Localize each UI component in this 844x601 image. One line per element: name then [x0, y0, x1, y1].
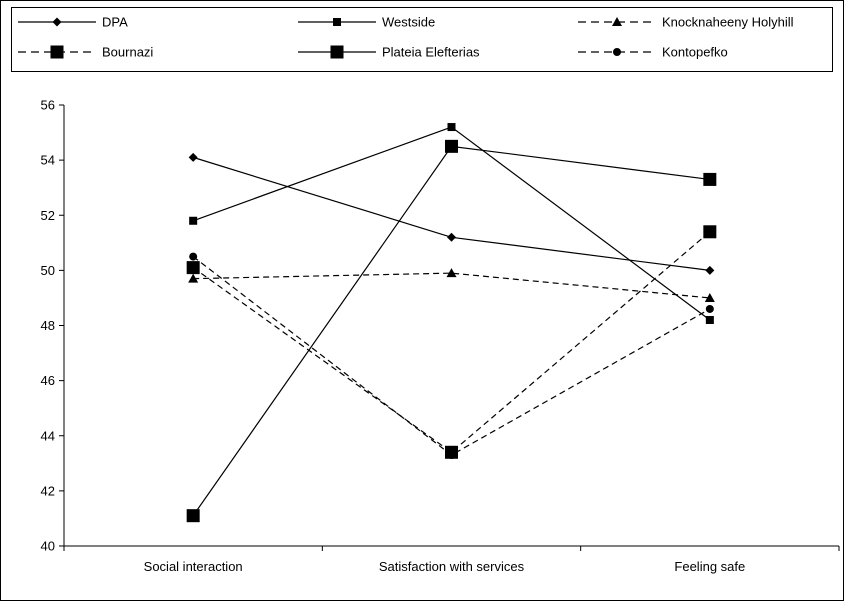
legend-label: Knocknaheeny Holyhill: [662, 15, 794, 30]
x-tick-label: Feeling safe: [674, 559, 745, 574]
series-line-bournazi: [192, 231, 711, 454]
data-point-dpa: [188, 152, 198, 162]
legend-marker: [52, 17, 62, 27]
legend-item-bournazi: Bournazi: [18, 45, 153, 60]
data-point-westside: [189, 216, 198, 225]
data-point-bournazi: [703, 225, 717, 239]
series-westside: [189, 123, 714, 324]
data-point-plateia-elefterias: [703, 172, 717, 186]
legend-marker: [330, 45, 344, 59]
legend-label: Plateia Elefterias: [382, 45, 480, 60]
data-point-kontopefko: [705, 304, 714, 313]
series-knocknaheeny-holyhill: [188, 268, 715, 302]
legend-item-kontopefko: Kontopefko: [578, 45, 728, 60]
legend-box: [11, 7, 833, 72]
data-point-kontopefko: [189, 252, 198, 261]
series-kontopefko: [189, 252, 714, 460]
series-dpa: [188, 152, 715, 275]
legend-item-dpa: DPA: [18, 15, 128, 30]
data-point-plateia-elefterias: [186, 509, 200, 523]
data-point-westside: [447, 123, 456, 132]
x-tick-label: Satisfaction with services: [379, 559, 525, 574]
legend-label: Kontopefko: [662, 45, 728, 60]
data-point-westside: [705, 315, 714, 324]
legend-label: Westside: [382, 15, 435, 30]
y-tick-label: 44: [41, 428, 55, 443]
series-line-knocknaheeny-holyhill: [193, 272, 710, 299]
legend-label: Bournazi: [102, 45, 153, 60]
y-tick-label: 42: [41, 483, 55, 498]
data-point-knocknaheeny-holyhill: [188, 273, 199, 283]
legend-item-westside: Westside: [298, 15, 435, 30]
data-point-kontopefko: [447, 451, 456, 460]
y-tick-label: 52: [41, 208, 55, 223]
legend-item-plateia-elefterias: Plateia Elefterias: [298, 45, 480, 60]
legend-marker: [612, 17, 622, 26]
legend-marker: [50, 45, 64, 59]
legend: DPA Westside Knocknaheeny Holyhill Bournazi…: [18, 15, 794, 60]
legend-marker: [333, 18, 341, 26]
data-point-plateia-elefterias: [445, 139, 458, 153]
y-tick-label: 50: [41, 263, 55, 278]
plot-area: 40 42 44 46 48 50 52 54 56 Social interaction Sat…: [41, 98, 840, 574]
legend-marker: [613, 48, 621, 56]
data-point-dpa: [705, 265, 715, 275]
data-point-knocknaheeny-holyhill: [446, 268, 457, 278]
y-tick-label: 56: [41, 98, 55, 113]
series-plateia-elefterias: [186, 139, 717, 523]
y-tick-label: 46: [41, 373, 55, 388]
y-tick-label: 40: [41, 539, 55, 554]
y-tick-label: 48: [41, 318, 55, 333]
data-point-knocknaheeny-holyhill: [704, 292, 715, 302]
legend-label: DPA: [102, 15, 128, 30]
data-point-dpa: [447, 232, 456, 242]
data-point-bournazi: [186, 261, 200, 275]
legend-item-knocknaheeny-holyhill: Knocknaheeny Holyhill: [578, 15, 794, 30]
x-tick-label: Social interaction: [144, 559, 243, 574]
y-tick-label: 54: [41, 153, 55, 168]
